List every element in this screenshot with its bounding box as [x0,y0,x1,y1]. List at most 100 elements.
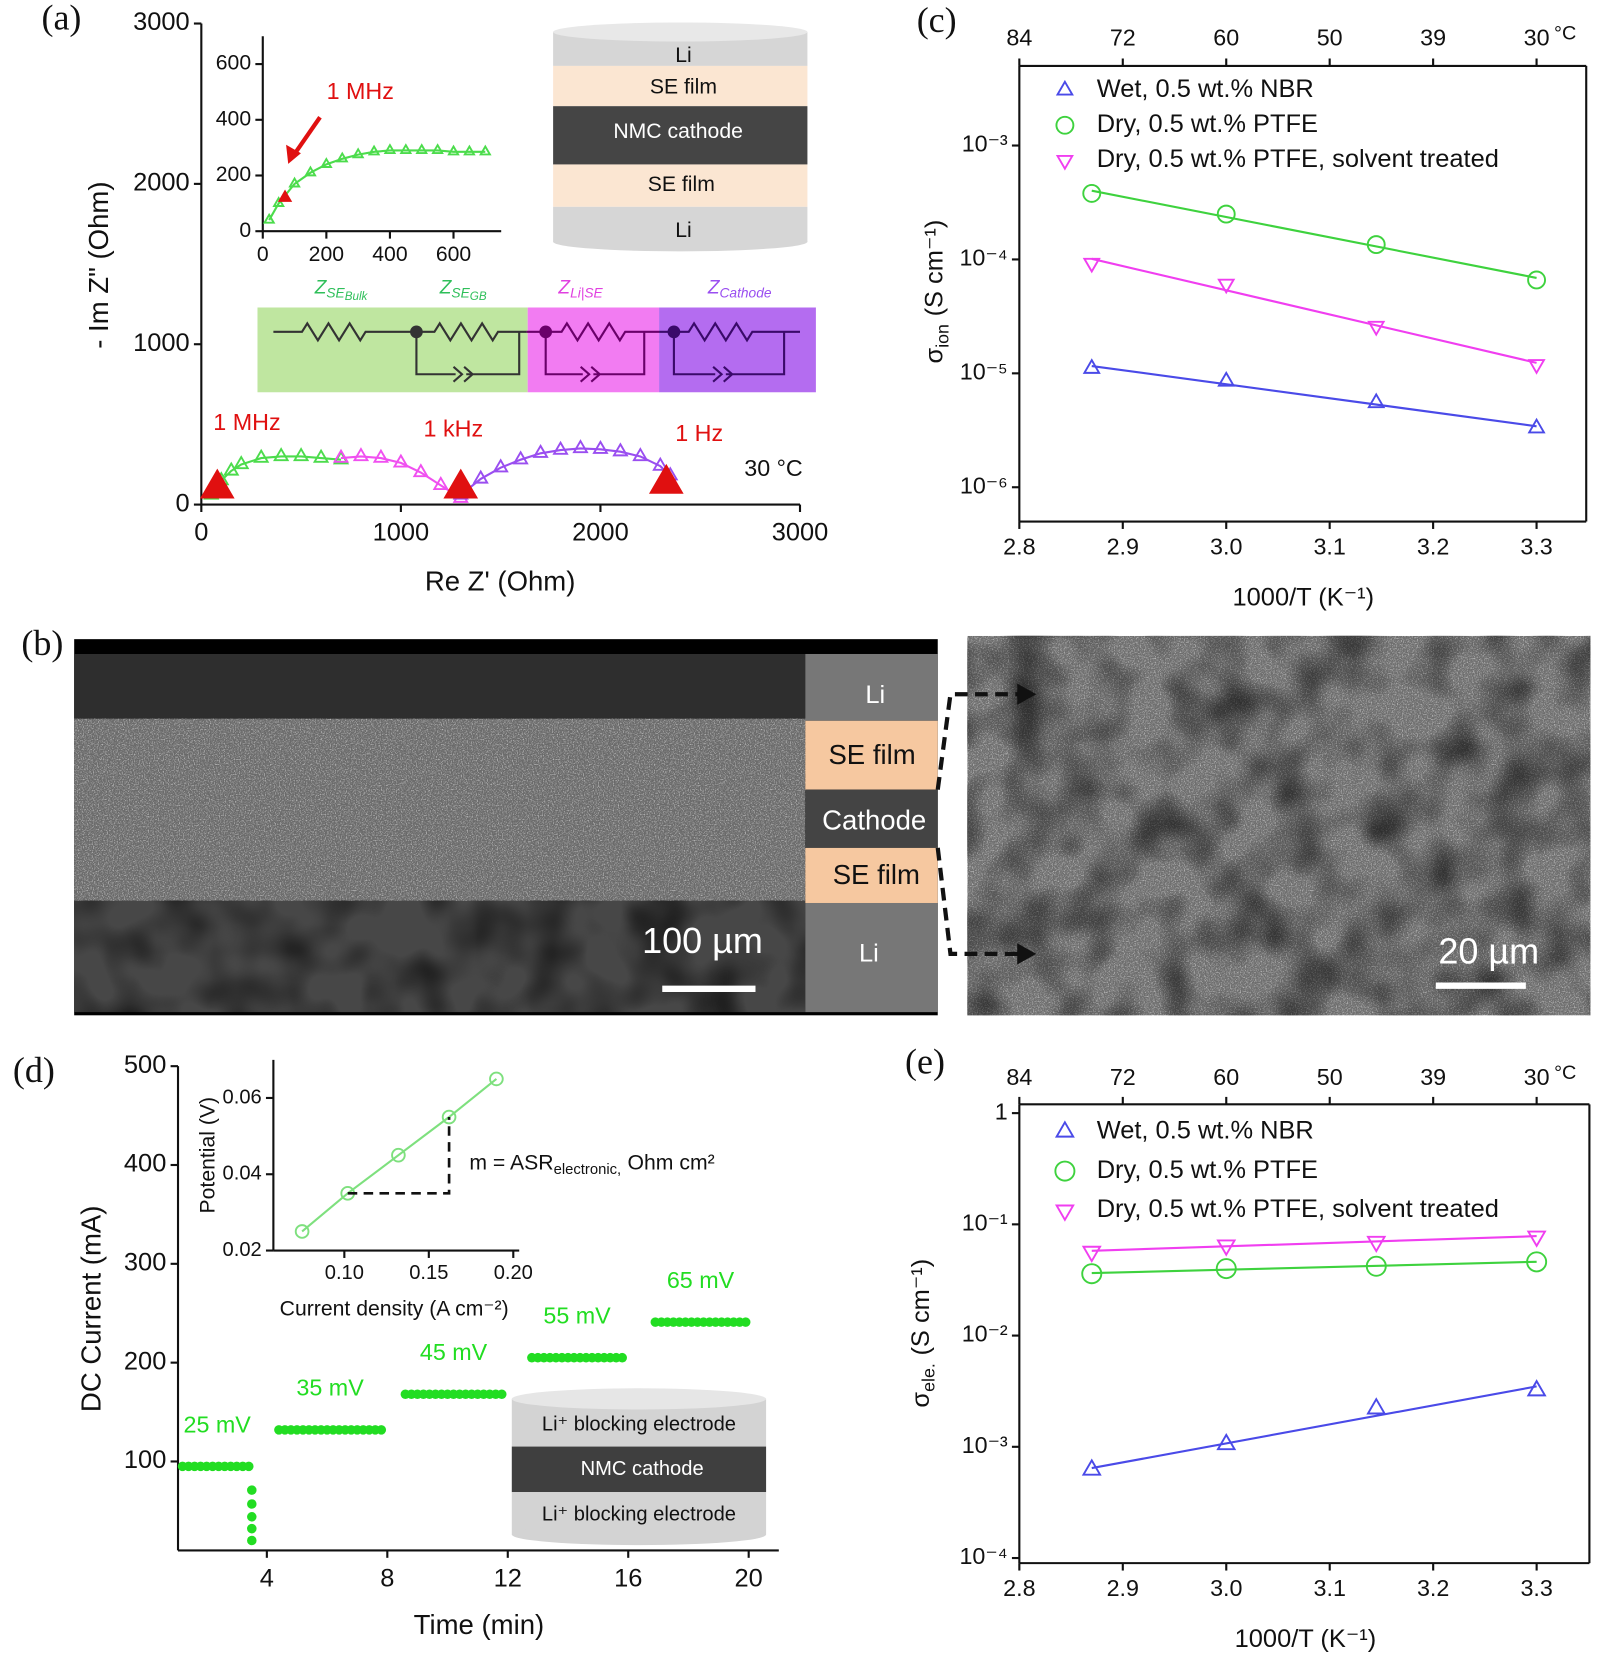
layer-label: NMC cathode [613,120,743,143]
data-point [1081,1458,1102,1476]
cell-stack: Li SE film NMC cathode SE film Li [553,22,808,252]
x2-tick-label: 72 [1110,25,1136,51]
circuit-node [410,325,423,339]
legend-label: Dry, 0.5 wt.% PTFE [1097,110,1318,138]
data-point [1082,257,1101,274]
x-tick-label: 3.1 [1314,1575,1346,1601]
data-point [391,1147,406,1163]
data-point [372,448,390,463]
layer [805,902,938,1013]
layer-label: NMC cathode [581,1458,704,1480]
series-label: 45 mV [420,1339,488,1365]
y-tick-label: 10⁻⁴ [959,1543,1007,1569]
y-tick-label: 10⁻³ [962,131,1008,157]
y-tick-label: 100 [124,1446,166,1474]
data-point [247,1485,257,1495]
circuit-block [257,307,528,393]
data-point [447,144,460,156]
layer [553,164,808,207]
fit-line [1091,1235,1537,1252]
annotation-marker [277,189,293,202]
data-point [320,157,333,168]
legend-marker [1054,1120,1075,1138]
annotation-part: m = ASR [469,1151,553,1174]
x-axis-label: 1000/T (K⁻¹) [1235,1625,1377,1653]
layer-edge [553,232,808,252]
x-tick-label: 8 [380,1564,394,1592]
x-axis-label: Time (min) [414,1609,545,1640]
data-point [312,448,330,463]
circuit-block [659,307,816,393]
annotation: 1 MHz [213,409,280,435]
x2-tick-label: 60 [1213,1064,1239,1090]
series-line [340,455,462,500]
x2-tick-label: 60 [1213,25,1239,51]
layer-label: Li [675,219,692,242]
data-point [247,1512,257,1522]
panel-label: (d) [13,1050,55,1090]
equivalent-circuit: ZSEBulk ZSEGB ZLi|SE ZCathode [257,277,816,393]
y-tick-label: 400 [216,107,251,130]
layer-edge [511,1388,767,1410]
circuit-label-part: Z [439,277,453,298]
circuit-label-part: Z [707,277,721,298]
data-point [1081,1245,1102,1263]
data-point [463,144,476,156]
data-point [1526,1251,1548,1273]
layer-label: SE film [650,76,717,99]
fit-line [1091,257,1537,364]
y-tick-label: 0.02 [223,1239,262,1261]
annotation: 1 kHz [424,415,484,441]
layer-label: SE film [833,859,920,890]
y-tick-label: 10⁻¹ [962,1210,1008,1236]
y-tick-label: 200 [124,1347,166,1375]
y-axis-label-part: σ [907,1392,935,1408]
series-label: 65 mV [667,1267,735,1293]
x-tick-label: 3.0 [1210,534,1242,560]
y-tick-label: 0 [239,219,251,242]
x-axis-label: Re Z' (Ohm) [425,565,576,596]
panel-label: (b) [21,623,63,663]
layer [805,847,938,903]
x-tick-label: 0.10 [325,1262,364,1284]
x-tick-label: 1000 [373,519,430,547]
fit-line [1091,364,1537,428]
x-tick-label: 2.8 [1003,534,1035,560]
data-point [1366,235,1386,255]
data-point [272,196,285,207]
data-point [652,456,669,471]
y-tick-label: 1 [995,1098,1008,1124]
data-point [304,165,317,177]
circuit-node [667,325,681,339]
layer [805,720,938,790]
data-point [1082,358,1101,374]
circuit-label-part: SE [451,285,470,300]
y-axis-label: - Im Z" (Ohm) [83,181,114,348]
scale-bar-label: 100 µm [642,920,763,961]
x-axis-label: Current density (A cm⁻²) [280,1297,509,1320]
panel-label: (e) [905,1041,945,1081]
x2-tick-label: 72 [1110,1064,1136,1090]
data-point [1527,270,1547,290]
data-point [335,151,349,163]
x2-tick-label: 50 [1317,25,1343,51]
annotation-part: electronic, [554,1162,622,1178]
y-axis-label: DC Current (mA) [76,1206,107,1412]
fit-line [1091,1385,1537,1470]
data-point [247,1535,257,1546]
y-tick-label: 200 [216,163,251,186]
series-line [268,149,486,221]
x-tick-label: 3.2 [1417,1575,1449,1601]
layer-label: SE film [828,739,915,770]
y-axis-label: σion (S cm⁻¹) [920,220,952,364]
data-point [253,448,270,463]
annotation-arrowhead [286,144,301,164]
y-tick-label: 0.04 [223,1163,262,1185]
data-point [1527,359,1546,375]
x2-tick-label: 39 [1420,1064,1446,1090]
y-axis-label-part: σ [920,348,948,364]
x-tick-label: 4 [260,1564,274,1592]
y-tick-label: 300 [124,1249,166,1277]
sem-region [74,653,806,719]
circuit-label: ZSEBulk [314,277,369,303]
